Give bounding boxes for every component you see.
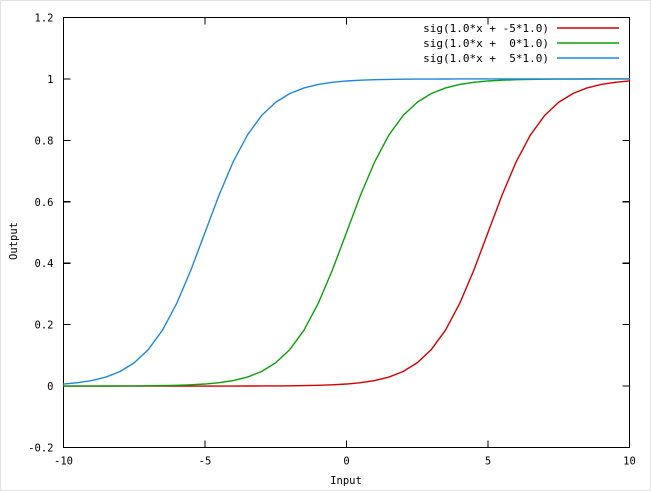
y-tick: 0: [47, 381, 630, 393]
y-tick: 1.2: [35, 13, 630, 25]
x-tick: 0: [343, 17, 350, 468]
x-axis-ticks: -10 -5 0 5 10: [54, 17, 636, 468]
y-tick: -0.2: [28, 443, 630, 455]
legend-label: sig(1.0*x + -5*1.0): [423, 22, 549, 35]
y-tick-label: 1: [47, 74, 53, 86]
x-axis-title: Input: [330, 475, 362, 487]
y-tick: 0.2: [35, 320, 630, 332]
y-tick: 0.4: [35, 258, 630, 270]
y-tick-label: 0.6: [35, 197, 54, 209]
series-line-1: [62, 78, 631, 387]
x-tick-label: -10: [54, 456, 73, 468]
x-tick-label: 5: [485, 456, 491, 468]
x-tick-label: 10: [623, 456, 636, 468]
x-tick: 10: [623, 17, 636, 468]
y-tick-label: 0.2: [35, 320, 54, 332]
y-tick: 0.8: [35, 135, 630, 147]
series-line-2: [62, 78, 631, 385]
x-tick-label: -5: [199, 456, 212, 468]
y-tick: 0.6: [35, 197, 630, 209]
x-tick: -10: [54, 17, 73, 468]
series-layer: [62, 78, 631, 387]
legend-label: sig(1.0*x + 0*1.0): [423, 37, 549, 50]
y-tick-label: 0: [47, 381, 53, 393]
y-tick-label: -0.2: [28, 443, 53, 455]
legend-label: sig(1.0*x + 5*1.0): [423, 52, 549, 65]
legend-entry: sig(1.0*x + 0*1.0): [423, 37, 619, 50]
y-tick-label: 0.8: [35, 135, 54, 147]
legend-entry: sig(1.0*x + 5*1.0): [423, 52, 619, 65]
x-tick-label: 0: [343, 456, 349, 468]
x-tick: -5: [199, 17, 212, 468]
y-tick-label: 0.4: [35, 258, 54, 270]
y-tick-label: 1.2: [35, 13, 54, 25]
x-tick: 5: [485, 17, 491, 468]
legend: sig(1.0*x + -5*1.0) sig(1.0*x + 0*1.0) sig…: [423, 22, 619, 65]
y-axis-title: Output: [8, 222, 20, 260]
legend-entry: sig(1.0*x + -5*1.0): [423, 22, 619, 35]
